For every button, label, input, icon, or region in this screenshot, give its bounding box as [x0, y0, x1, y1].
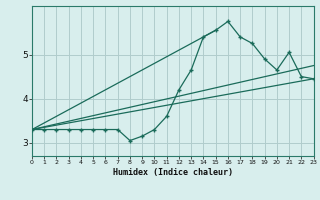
X-axis label: Humidex (Indice chaleur): Humidex (Indice chaleur) [113, 168, 233, 177]
